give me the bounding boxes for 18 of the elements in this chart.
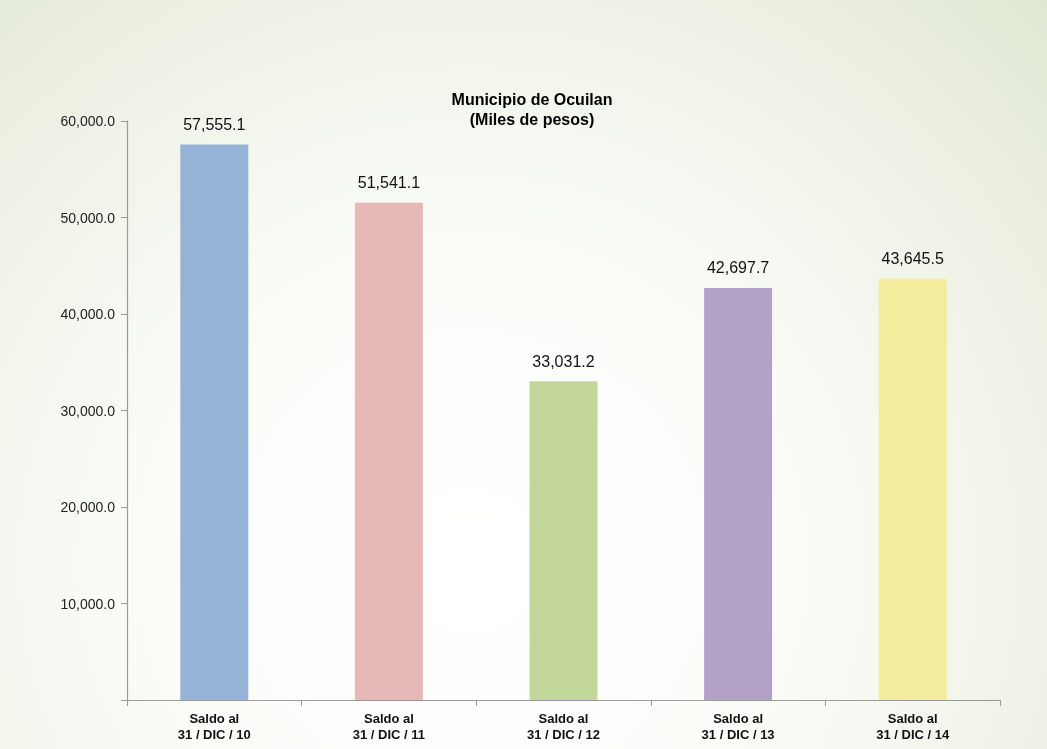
y-tick-label: 20,000.0 [60, 499, 116, 515]
y-tick-label: 60,000.0 [60, 113, 116, 129]
y-tick-label: 50,000.0 [60, 209, 116, 226]
data-label: 51,541.1 [357, 174, 421, 192]
x-tick-label: Saldo al 31 / DIC / 10 [177, 710, 251, 742]
chart-subtitle: (Miles de pesos) [469, 110, 595, 128]
chart-title: Municipio de Ocuilan [451, 90, 613, 108]
x-tick-label: Saldo al 31 / DIC / 11 [352, 710, 426, 742]
data-label: 33,031.2 [532, 352, 595, 370]
y-tick-label: 30,000.0 [60, 402, 116, 419]
y-tick-label: 40,000.0 [60, 306, 116, 322]
y-tick-label: 10,000.0 [60, 595, 116, 612]
data-label: 42,697.7 [706, 259, 770, 277]
data-label: 57,555.1 [183, 116, 246, 134]
x-tick-label: Saldo al 31 / DIC / 13 [701, 710, 775, 742]
x-tick-label: Saldo al 31 / DIC / 14 [876, 710, 950, 742]
x-tick-label: Saldo al 31 / DIC / 12 [527, 710, 600, 742]
data-label: 43,645.5 [881, 250, 944, 268]
